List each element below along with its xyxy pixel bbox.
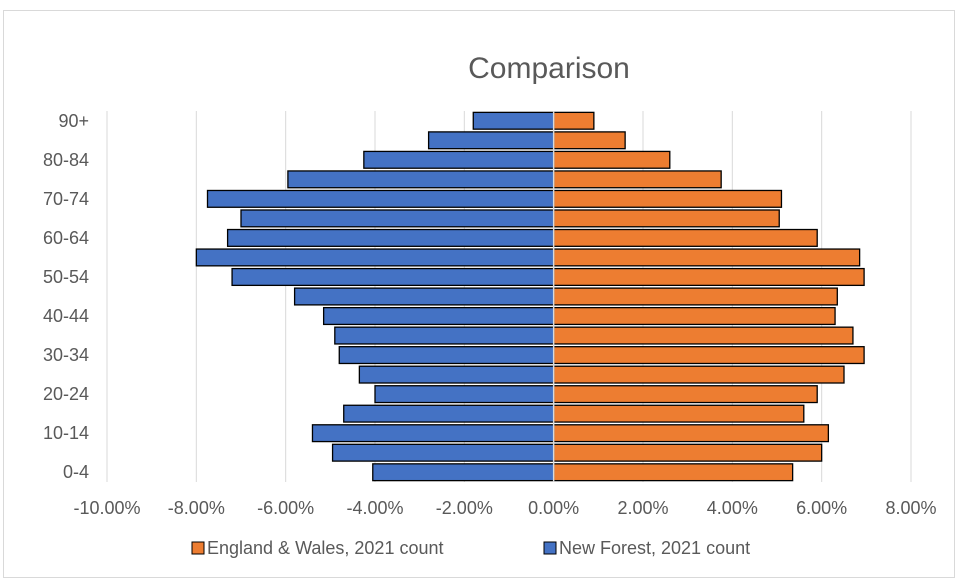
legend-swatch-new-forest: [543, 541, 557, 555]
bar-new-forest-50-54: [231, 267, 555, 287]
bar-new-forest-25-29: [358, 365, 555, 384]
axes: 0-4 10-14 20-24 30-34 40-44 50-54 60-64 70-74 80…: [43, 111, 937, 518]
bar-england-wales-10-14: [553, 424, 830, 443]
bar-england-wales-60-64: [553, 228, 818, 247]
bar-new-forest-70-74: [206, 189, 555, 208]
bar-new-forest-85-89: [427, 131, 555, 150]
bar-england-wales-30-34: [553, 346, 865, 365]
x-tick-label: 8.00%: [885, 498, 936, 518]
bar-new-forest-5-9: [331, 443, 555, 462]
bar-new-forest-0-4: [372, 463, 555, 482]
bar-england-wales-5-9: [553, 443, 823, 462]
bar-new-forest-15-19: [343, 404, 555, 423]
y-tick-label: 0-4: [63, 462, 89, 482]
bar-new-forest-40-44: [322, 306, 555, 326]
x-tick-label: 4.00%: [707, 498, 758, 518]
bar-new-forest-80-84: [363, 150, 555, 169]
x-tick-label: -4.00%: [346, 498, 403, 518]
bar-england-wales-90+: [553, 111, 595, 130]
bar-england-wales-65-69: [553, 209, 780, 228]
bar-england-wales-80-84: [553, 150, 671, 169]
bar-england-wales-40-44: [553, 306, 836, 326]
bar-new-forest-90+: [472, 111, 555, 130]
x-tick-label: -2.00%: [436, 498, 493, 518]
chart-area: Comparison 0-4 10-14 20-24 30-34 40-44 50-54 6…: [3, 10, 955, 578]
bar-england-wales-25-29: [553, 365, 845, 384]
legend: England & Wales, 2021 count New Forest, 2…: [191, 538, 750, 558]
x-tick-label: -8.00%: [168, 498, 225, 518]
bar-england-wales-50-54: [553, 267, 865, 287]
x-tick-label: 6.00%: [796, 498, 847, 518]
y-tick-label: 70-74: [43, 189, 89, 209]
y-tick-label: 40-44: [43, 306, 89, 326]
bar-new-forest-35-39: [334, 326, 555, 345]
population-pyramid-chart: Comparison 0-4 10-14 20-24 30-34 40-44 50-54 6…: [43, 52, 937, 558]
bar-new-forest-65-69: [240, 209, 555, 228]
bar-england-wales-20-24: [553, 385, 818, 404]
bar-england-wales-15-19: [553, 404, 805, 423]
bar-england-wales-35-39: [553, 326, 854, 345]
bars: [195, 111, 865, 482]
legend-label-new-forest: New Forest, 2021 count: [559, 538, 750, 558]
bar-new-forest-60-64: [226, 228, 555, 247]
bar-new-forest-20-24: [374, 385, 555, 404]
y-tick-label: 30-34: [43, 345, 89, 365]
y-tick-label: 80-84: [43, 150, 89, 170]
bar-new-forest-30-34: [338, 346, 555, 365]
y-tick-label: 60-64: [43, 228, 89, 248]
x-tick-label: -10.00%: [73, 498, 140, 518]
y-tick-label: 90+: [58, 111, 89, 131]
y-tick-label: 10-14: [43, 423, 89, 443]
bar-england-wales-45-49: [553, 287, 838, 306]
y-tick-label: 50-54: [43, 267, 89, 287]
bar-new-forest-45-49: [293, 287, 555, 306]
bar-england-wales-85-89: [553, 131, 626, 150]
bar-new-forest-55-59: [195, 248, 555, 267]
legend-label-england-wales: England & Wales, 2021 count: [207, 538, 444, 558]
x-tick-label: -6.00%: [257, 498, 314, 518]
bar-new-forest-75-79: [287, 170, 555, 189]
bar-england-wales-55-59: [553, 248, 861, 267]
chart-title: Comparison: [468, 52, 630, 85]
bar-england-wales-0-4: [553, 463, 794, 482]
x-tick-label: 0.00%: [528, 498, 579, 518]
bar-england-wales-70-74: [553, 189, 783, 208]
bar-new-forest-10-14: [311, 424, 555, 443]
y-tick-label: 20-24: [43, 384, 89, 404]
bar-england-wales-75-79: [553, 170, 722, 189]
legend-swatch-england-wales: [191, 541, 205, 555]
x-tick-label: 2.00%: [617, 498, 668, 518]
